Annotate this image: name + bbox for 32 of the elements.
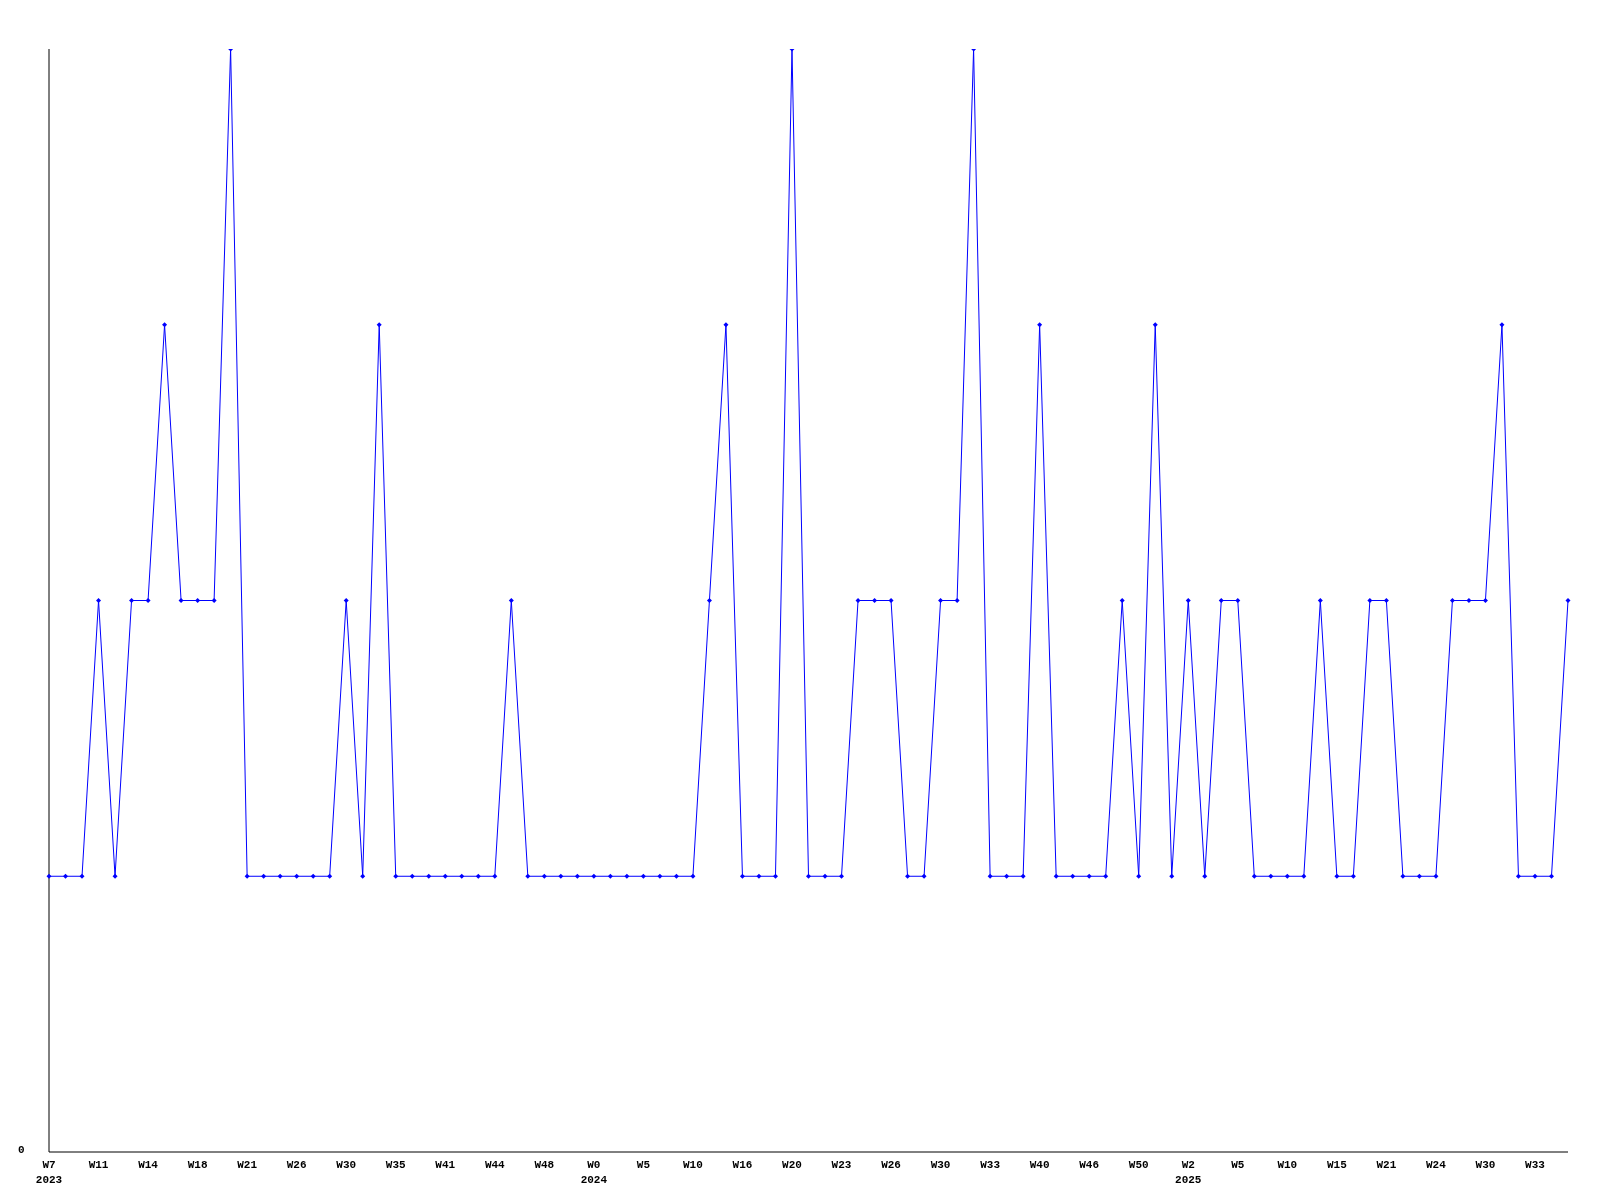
x-tick-label: W33 bbox=[1525, 1159, 1546, 1171]
x-tick-label: W35 bbox=[385, 1159, 407, 1171]
x-tick-label: W30 bbox=[930, 1159, 951, 1171]
x-tick-label: W26 bbox=[286, 1159, 307, 1171]
x-tick-label: W30 bbox=[1475, 1159, 1496, 1171]
x-tick-label: W20 bbox=[782, 1159, 802, 1171]
x-tick-label: W10 bbox=[683, 1159, 703, 1171]
x-tick-label: W46 bbox=[1079, 1159, 1100, 1171]
x-tick-label: W23 bbox=[831, 1159, 852, 1171]
text: 0 bbox=[18, 1144, 25, 1156]
x-tick-label: W44 bbox=[484, 1159, 506, 1171]
x-tick-label: W48 bbox=[534, 1159, 555, 1171]
x-tick-label: W24 bbox=[1426, 1159, 1447, 1171]
x-tick-label: W50 bbox=[1128, 1159, 1149, 1171]
x-tick-label: W40 bbox=[1029, 1159, 1050, 1171]
x-tick-label: W7 2023 bbox=[35, 1159, 63, 1186]
x-tick-label: W14 bbox=[138, 1159, 159, 1171]
x-tick-label: W15 bbox=[1326, 1159, 1348, 1171]
x-tick-label: W30 bbox=[336, 1159, 357, 1171]
x-tick-label: W5 bbox=[636, 1159, 651, 1171]
x-tick-label: W26 bbox=[881, 1159, 901, 1171]
x-tick-label: W11 bbox=[88, 1159, 109, 1171]
x-tick-label: W16 bbox=[732, 1159, 753, 1171]
x-tick-label: W41 bbox=[435, 1159, 456, 1171]
x-tick-label: W0 2024 bbox=[580, 1159, 608, 1186]
x-tick-label: W2 2025 bbox=[1175, 1159, 1202, 1186]
x-tick-label: W21 bbox=[237, 1159, 258, 1171]
x-tick-label: W5 bbox=[1231, 1159, 1245, 1171]
x-tick-label: W18 bbox=[187, 1159, 208, 1171]
x-tick-label: W33 bbox=[980, 1159, 1001, 1171]
x-tick-label: W21 bbox=[1376, 1159, 1397, 1171]
x-tick-label: W10 bbox=[1277, 1159, 1298, 1171]
